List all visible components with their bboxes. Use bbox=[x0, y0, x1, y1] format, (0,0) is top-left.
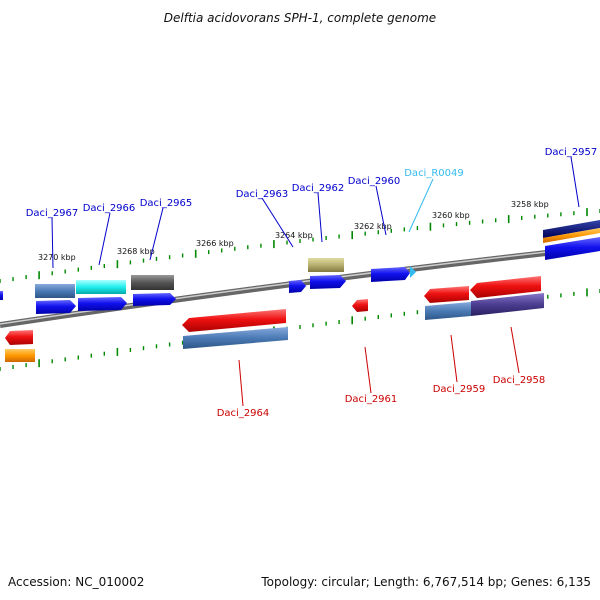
gene-daci-2962[interactable] bbox=[308, 258, 346, 289]
genome-summary-text: Topology: circular; Length: 6,767,514 bp… bbox=[260, 575, 591, 589]
gene-daci-r0049[interactable] bbox=[410, 266, 416, 278]
map-title: Delftia acidovorans SPH-1, complete geno… bbox=[164, 11, 436, 25]
label-daci-2962[interactable]: Daci_2962 bbox=[292, 183, 345, 194]
label-daci-2961[interactable]: Daci_2961 bbox=[345, 394, 398, 405]
label-daci-2964[interactable]: Daci_2964 bbox=[217, 408, 270, 419]
tick-label: 3260 kbp bbox=[432, 211, 470, 220]
tick-label: 3258 kbp bbox=[511, 200, 549, 209]
accession-text: Accession: NC_010002 bbox=[8, 575, 144, 589]
label-daci-2967[interactable]: Daci_2967 bbox=[26, 208, 79, 219]
gene-daci-2961[interactable] bbox=[352, 299, 368, 312]
label-daci-2960[interactable]: Daci_2960 bbox=[348, 176, 401, 187]
gene-daci-2967[interactable] bbox=[35, 284, 76, 314]
label-daci-2966[interactable]: Daci_2966 bbox=[83, 203, 136, 214]
partial-gene-left bbox=[0, 291, 3, 300]
gene-daci-2957[interactable] bbox=[543, 220, 600, 260]
label-daci-2965[interactable]: Daci_2965 bbox=[140, 198, 193, 209]
label-daci-2957[interactable]: Daci_2957 bbox=[545, 147, 598, 158]
gene-labels: Daci_2967 Daci_2966 Daci_2965 Daci_2963 … bbox=[26, 147, 598, 419]
tick-labels: 3270 kbp 3268 kbp 3266 kbp 3264 kbp 3262… bbox=[38, 200, 549, 262]
label-daci-2959[interactable]: Daci_2959 bbox=[433, 384, 486, 395]
gene-daci-2963[interactable] bbox=[289, 280, 306, 293]
gene-daci-2966[interactable] bbox=[76, 280, 127, 311]
partial-genes-left bbox=[5, 330, 35, 362]
label-daci-2963[interactable]: Daci_2963 bbox=[236, 189, 289, 200]
gene-daci-2958[interactable] bbox=[470, 276, 544, 316]
gene-daci-2960[interactable] bbox=[371, 267, 410, 282]
label-daci-2958[interactable]: Daci_2958 bbox=[493, 375, 546, 386]
tick-label: 3264 kbp bbox=[275, 231, 313, 240]
tick-label: 3266 kbp bbox=[196, 239, 234, 248]
gene-daci-2965[interactable] bbox=[131, 275, 176, 306]
label-leaders bbox=[51, 156, 580, 407]
label-daci-r0049[interactable]: Daci_R0049 bbox=[404, 168, 464, 179]
gene-daci-2959[interactable] bbox=[424, 286, 471, 320]
gene-daci-2964[interactable] bbox=[182, 309, 288, 349]
tick-label: 3270 kbp bbox=[38, 253, 76, 262]
tick-label: 3262 kbp bbox=[354, 222, 392, 231]
tick-label: 3268 kbp bbox=[117, 247, 155, 256]
